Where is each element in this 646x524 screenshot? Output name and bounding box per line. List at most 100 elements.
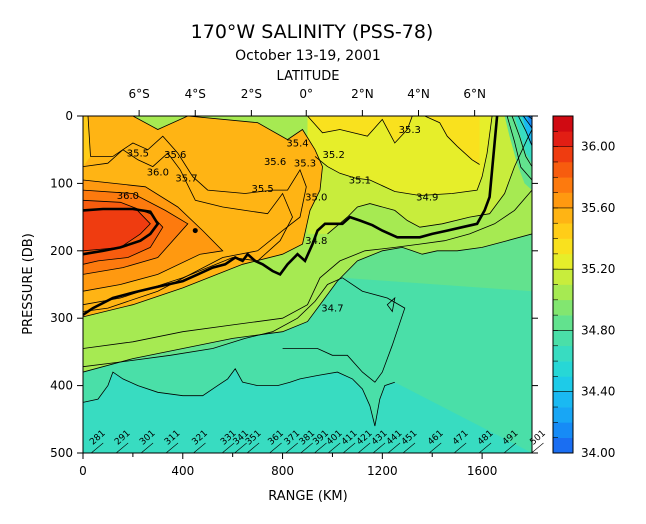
band-south-1	[83, 200, 163, 265]
band-south-0	[83, 208, 151, 251]
colorbar-tick-label: 35.60	[581, 201, 615, 215]
y-tick-label: 100	[50, 176, 73, 190]
salinity-max-dot	[192, 228, 198, 234]
station-tick	[246, 442, 260, 454]
band-35-2	[307, 116, 493, 196]
contour-34-9-12	[83, 189, 532, 349]
station-tick	[140, 442, 154, 454]
station-tick	[429, 442, 442, 454]
x-tick-label: 0	[79, 464, 87, 478]
contour-small-eddy	[386, 296, 396, 313]
colorbar-swatch	[553, 361, 573, 377]
lat-tick-label: 0°	[299, 87, 313, 101]
contour-lines	[83, 116, 532, 427]
contour-label: 35.3	[399, 125, 421, 136]
colorbar-tick-label: 34.80	[581, 323, 615, 337]
band-south-3	[83, 180, 223, 292]
colorbar-tick-label: 34.40	[581, 385, 615, 399]
y-tick-label: 500	[50, 446, 73, 460]
colorbar-swatch	[553, 437, 573, 454]
x-tick-label: 1200	[367, 464, 398, 478]
colorbar-swatch	[553, 207, 573, 224]
band-south-2	[83, 190, 188, 275]
contour-label: 35.6	[164, 150, 186, 161]
plot-area: 35.5 35.635.435.335.6 35.335.235.736.036.0…	[83, 116, 532, 453]
contour-label: 34.9	[416, 192, 438, 203]
colorbar-swatch	[553, 238, 573, 255]
contour-34-7-14	[83, 368, 395, 427]
contour-35-0-thick	[83, 116, 499, 316]
contour-35-7-3	[83, 179, 224, 292]
colorbar-swatch	[553, 161, 573, 178]
lat-tick-label: 6°N	[463, 87, 486, 101]
colorbar-swatch	[553, 345, 573, 362]
station-tick	[91, 442, 104, 454]
plot-frame	[82, 115, 533, 454]
contour-ne-0	[506, 116, 532, 181]
station-tick	[300, 442, 313, 454]
y-tick-label: 400	[50, 379, 73, 393]
x-tick-label: 800	[271, 464, 294, 478]
axes: 0 400 800 1200 1600 0 100 200 300 400 500 6°S 4°S 2°S…	[50, 87, 538, 478]
contour-35-2-9	[314, 116, 493, 196]
contour-label: 36.0	[117, 191, 139, 202]
station-tick	[115, 442, 129, 454]
contour-34-8-13	[83, 277, 406, 383]
station-tick	[453, 442, 467, 454]
colorbar-swatch	[553, 422, 573, 438]
contour-label: 35.0	[305, 192, 327, 203]
x-tick-label: 1600	[467, 464, 498, 478]
lat-tick-label: 4°S	[185, 87, 206, 101]
station-tick	[234, 442, 247, 454]
colorbar-swatch	[553, 146, 573, 163]
colorbar-swatch	[553, 407, 573, 423]
contour-label: 35.7	[175, 173, 197, 184]
contour-35-8-2	[83, 189, 189, 275]
lat-tick-label: 6°S	[128, 87, 149, 101]
contour-35-11	[83, 233, 532, 373]
colorbar-swatch	[553, 376, 573, 393]
colorbar-swatch	[553, 223, 573, 239]
colorbar-swatch	[553, 299, 573, 316]
colorbar-swatch	[553, 253, 573, 270]
chart-subtitle: October 13-19, 2001	[235, 48, 381, 64]
contour-label: 35.5	[251, 184, 273, 195]
y-axis-label: PRESSURE (DB)	[21, 233, 36, 335]
station-tick	[269, 442, 282, 454]
colorbar: 34.00 34.40 34.80 35.20 35.60 36.00	[552, 115, 615, 460]
station-tick	[402, 442, 416, 454]
contour-35-6-4	[83, 149, 293, 306]
contour-label: 35.5	[127, 148, 149, 159]
top-axis-label: LATITUDE	[277, 69, 340, 84]
contour-35-9-1	[83, 199, 164, 265]
band-south-6	[83, 116, 323, 317]
contour-ne-1	[511, 116, 532, 167]
contour-labels: 35.5 35.635.435.335.6 35.335.235.736.036.0…	[117, 125, 439, 315]
station-tick	[372, 442, 386, 454]
contour-label: 34.7	[321, 303, 343, 314]
colorbar-swatch	[553, 315, 573, 331]
contour-35-3-7	[307, 116, 413, 144]
colorbar-swatch	[553, 177, 573, 193]
x-tick-label: 400	[171, 464, 194, 478]
contour-label: 35.6	[264, 157, 286, 168]
station-tick	[314, 442, 327, 454]
contour-ne-3	[522, 116, 532, 142]
colorbar-swatch	[553, 269, 573, 285]
station-tick	[531, 442, 544, 454]
contour-36-0-thick	[83, 207, 160, 256]
colorbar-swatch	[553, 284, 573, 301]
contour-35-4-6	[83, 116, 323, 318]
y-tick-label: 300	[50, 311, 73, 325]
colorbar-swatch	[553, 131, 573, 147]
station-tick	[503, 442, 517, 454]
contour-label: 35.2	[323, 150, 345, 161]
lat-tick-label: 2°S	[241, 87, 262, 101]
band-35-3-b	[424, 116, 480, 165]
station-tick	[221, 442, 235, 454]
y-tick-label: 200	[50, 244, 73, 258]
lat-tick-label: 4°N	[407, 87, 430, 101]
colorbar-swatch	[553, 330, 573, 347]
station-tick	[165, 442, 179, 454]
